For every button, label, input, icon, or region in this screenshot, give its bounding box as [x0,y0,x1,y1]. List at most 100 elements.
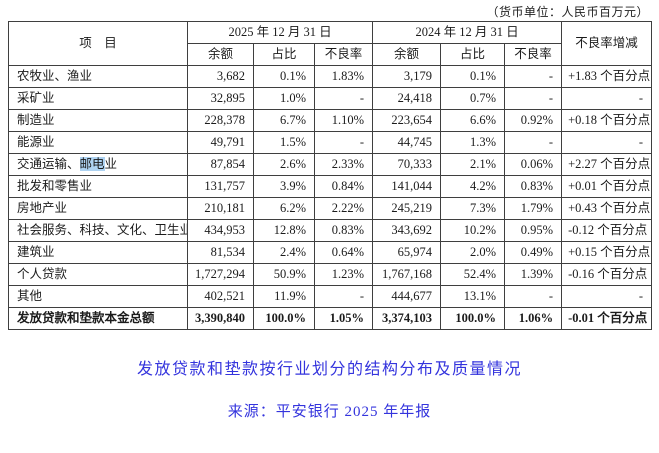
cell-value: +2.27 个百分点 [561,153,653,176]
table-row: 个人贷款 1,727,294 50.9% 1.23% 1,767,168 52.4% 1.3… [8,263,653,286]
cell-value: 87,854 [187,153,254,176]
cell-value: 2.1% [440,153,506,176]
balance-2025-header: 余额 [187,43,254,66]
cell-value: 0.7% [440,87,506,110]
cell-value: 0.49% [504,241,563,264]
cell-value: -0.12 个百分点 [561,219,653,242]
cell-value: 1.3% [440,131,506,154]
cell-value: 131,757 [187,175,254,198]
row-item-label: 发放贷款和垫款本金总额 [8,307,188,330]
cell-value: 3,682 [187,65,254,88]
cell-value: 0.06% [504,153,563,176]
cell-value: -0.16 个百分点 [561,263,653,286]
cell-value: 7.3% [440,197,506,220]
date-2024-group-header: 2024 年 12 月 31 日 [372,21,563,44]
loan-structure-table: 项 目 2025 年 12 月 31 日 2024 年 12 月 31 日 不良… [8,21,653,330]
cell-value: 2.4% [253,241,315,264]
table-row: 建筑业 81,534 2.4% 0.64% 65,974 2.0% 0.49% +0.15 个… [8,241,653,264]
cell-value: 3,179 [372,65,442,88]
proportion-2025-header: 占比 [253,43,315,66]
cell-value: 6.2% [253,197,315,220]
row-item-label: 建筑业 [8,241,188,264]
cell-value: +1.83 个百分点 [561,65,653,88]
cell-value: 402,521 [187,285,254,308]
row-item-label: 其他 [8,285,188,308]
cell-value: 6.6% [440,109,506,132]
cell-value: 0.92% [504,109,563,132]
cell-value: 0.64% [313,241,374,264]
table-row: 制造业 228,378 6.7% 1.10% 223,654 6.6% 0.92% +0.18… [8,109,653,132]
row-item-label: 批发和零售业 [8,175,188,198]
row-item-label: 农牧业、渔业 [8,65,188,88]
balance-2024-header: 余额 [372,43,442,66]
cell-value: - [313,285,374,308]
table-row: 房地产业 210,181 6.2% 2.22% 245,219 7.3% 1.79% +0.4… [8,197,653,220]
cell-value: 70,333 [372,153,442,176]
cell-value: 245,219 [372,197,442,220]
date-2025-group-header: 2025 年 12 月 31 日 [186,21,374,44]
cell-value: 2.6% [253,153,315,176]
cell-value: 12.8% [253,219,315,242]
cell-value: - [561,285,653,308]
cell-value: - [561,87,653,110]
cell-value: 2.33% [313,153,374,176]
cell-value: 6.7% [253,109,315,132]
cell-value: 0.83% [504,175,563,198]
cell-value: - [504,285,563,308]
cell-value: 0.83% [313,219,374,242]
row-item-label: 房地产业 [8,197,188,220]
cell-value: - [504,65,563,88]
cell-value: 1.23% [313,263,374,286]
cell-value: 10.2% [440,219,506,242]
cell-value: 444,677 [372,285,442,308]
item-column-header: 项 目 [8,21,188,66]
cell-value: 0.1% [253,65,315,88]
cell-value: 434,953 [187,219,254,242]
table-row: 发放贷款和垫款本金总额 3,390,840 100.0% 1.05% 3,374,103… [8,307,653,330]
cell-value: 13.1% [440,285,506,308]
cell-value: 24,418 [372,87,442,110]
row-item-label: 制造业 [8,109,188,132]
cell-value: 1.05% [313,307,374,330]
cell-value: +0.18 个百分点 [561,109,653,132]
table-row: 交通运输、邮电业 87,854 2.6% 2.33% 70,333 2.1% 0.06% +2… [8,153,653,176]
cell-value: 1.5% [253,131,315,154]
cell-value: 11.9% [253,285,315,308]
table-title-caption: 发放贷款和垫款按行业划分的结构分布及质量情况 [136,361,522,378]
cell-value: 1.0% [253,87,315,110]
table-row: 采矿业 32,895 1.0% -24,418 0.7% - - [8,87,653,110]
npl-change-column-header: 不良率增减 [561,21,653,66]
cell-value: 2.0% [440,241,506,264]
cell-value: 2.22% [313,197,374,220]
table-row: 农牧业、渔业 3,682 0.1% 1.83% 3,179 0.1% - +1.83 个百分点 [8,65,653,88]
cell-value: 228,378 [187,109,254,132]
cell-value: 100.0% [253,307,315,330]
cell-value: +0.43 个百分点 [561,197,653,220]
cell-value: - [504,87,563,110]
table-header: 项 目 2025 年 12 月 31 日 2024 年 12 月 31 日 不良… [8,21,653,66]
proportion-2024-header: 占比 [440,43,506,66]
cell-value: 1.10% [313,109,374,132]
cell-value: 1.79% [504,197,563,220]
cell-value: 0.95% [504,219,563,242]
table-body: 农牧业、渔业 3,682 0.1% 1.83% 3,179 0.1% - +1.83 个百分点… [8,65,653,330]
cell-value: 210,181 [187,197,254,220]
cell-value: 141,044 [372,175,442,198]
cell-value: - [504,131,563,154]
source-attribution-line: 来源：平安银行 2025 年年报 [227,404,432,420]
cell-value: +0.15 个百分点 [561,241,653,264]
header-row-groups: 项 目 2025 年 12 月 31 日 2024 年 12 月 31 日 不良… [8,21,653,66]
cell-value: 81,534 [187,241,254,264]
cell-value: - [313,131,374,154]
cell-value: 1.83% [313,65,374,88]
table-row: 能源业 49,791 1.5% -44,745 1.3% - - [8,131,653,154]
cell-value: 4.2% [440,175,506,198]
text-selection-highlight: 邮电 [79,157,105,171]
cell-value: 0.84% [313,175,374,198]
row-item-label: 个人贷款 [8,263,188,286]
cell-value: 1,727,294 [187,263,254,286]
cell-value: - [313,87,374,110]
cell-value: 49,791 [187,131,254,154]
row-item-label: 交通运输、邮电业 [8,153,188,176]
cell-value: 1.39% [504,263,563,286]
